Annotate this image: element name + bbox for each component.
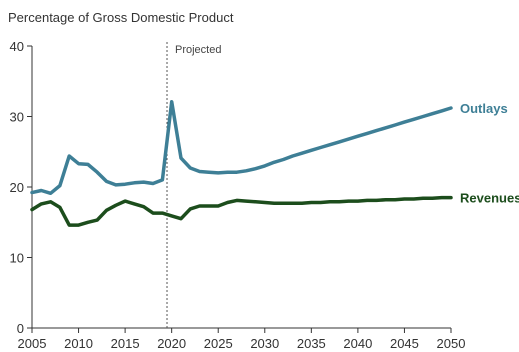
x-tick-label: 2050 bbox=[437, 336, 466, 351]
series-label-outlays: Outlays bbox=[460, 101, 508, 116]
chart-title: Percentage of Gross Domestic Product bbox=[8, 10, 234, 25]
x-tick-label: 2005 bbox=[18, 336, 47, 351]
series-lines bbox=[30, 99, 453, 227]
series-line-revenues bbox=[30, 195, 453, 227]
projected-label: Projected bbox=[175, 44, 221, 56]
x-tick-label: 2010 bbox=[64, 336, 93, 351]
x-tick-label: 2040 bbox=[343, 336, 372, 351]
series-line-outlays bbox=[30, 99, 453, 196]
series-labels: Outlays Revenues bbox=[460, 101, 519, 206]
y-tick-label: 0 bbox=[17, 321, 24, 336]
y-tick-label: 40 bbox=[10, 39, 24, 54]
projected-annotation: Projected bbox=[166, 42, 221, 328]
y-tick-label: 30 bbox=[10, 110, 24, 125]
x-tick-label: 2030 bbox=[250, 336, 279, 351]
y-tick-label: 20 bbox=[10, 180, 24, 195]
y-tick-label: 10 bbox=[10, 251, 24, 266]
x-tick-label: 2035 bbox=[297, 336, 326, 351]
x-tick-label: 2045 bbox=[390, 336, 419, 351]
x-tick-label: 2015 bbox=[111, 336, 140, 351]
x-tick-label: 2020 bbox=[157, 336, 186, 351]
series-label-revenues: Revenues bbox=[460, 191, 519, 206]
x-tick-label: 2025 bbox=[204, 336, 233, 351]
